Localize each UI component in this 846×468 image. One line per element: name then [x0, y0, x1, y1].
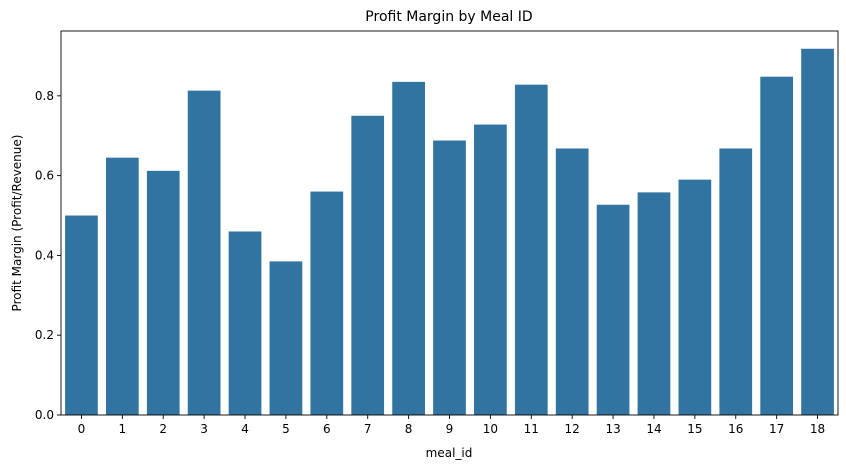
x-tick-label: 9 [446, 422, 454, 436]
x-axis-label: meal_id [426, 446, 473, 460]
chart-title: Profit Margin by Meal ID [365, 9, 532, 25]
bar-13 [596, 204, 630, 415]
bar-5 [269, 261, 303, 415]
y-tick-label: 0.6 [35, 169, 54, 183]
bar-12 [555, 148, 589, 415]
y-axis-label: Profit Margin (Profit/Revenue) [10, 135, 24, 312]
x-tick-label: 16 [728, 422, 743, 436]
x-tick-label: 14 [646, 422, 661, 436]
x-tick-label: 11 [524, 422, 539, 436]
x-axis-ticks: 0 1 2 3 4 5 6 7 8 9 10 11 12 13 14 15 16 17 18 [78, 415, 825, 436]
x-tick-label: 8 [405, 422, 413, 436]
y-tick-label: 0.4 [35, 248, 54, 262]
x-tick-label: 7 [364, 422, 372, 436]
bar-14 [637, 192, 671, 415]
bar-2 [146, 170, 180, 415]
bar-1 [105, 157, 139, 415]
bar-8 [392, 81, 425, 416]
bar-9 [433, 140, 466, 415]
bar-10 [474, 124, 507, 415]
x-tick-label: 15 [687, 422, 702, 436]
bars-group [65, 48, 834, 416]
y-tick-label: 0.0 [35, 408, 54, 422]
bar-16 [719, 148, 753, 415]
bar-6 [310, 191, 344, 415]
bar-17 [760, 76, 794, 416]
y-tick-label: 0.2 [35, 328, 54, 342]
bar-18 [801, 48, 834, 416]
x-tick-label: 5 [282, 422, 290, 436]
y-tick-label: 0.8 [35, 89, 54, 103]
bar-11 [514, 84, 548, 415]
x-tick-label: 10 [483, 422, 498, 436]
x-tick-label: 0 [78, 422, 86, 436]
x-tick-label: 18 [810, 422, 825, 436]
plot-frame [60, 30, 839, 416]
x-tick-label: 1 [119, 422, 127, 436]
x-tick-label: 17 [769, 422, 784, 436]
bar-0 [65, 215, 98, 415]
x-tick-label: 12 [565, 422, 580, 436]
x-tick-label: 2 [159, 422, 167, 436]
bar-7 [351, 115, 385, 415]
x-tick-label: 4 [241, 422, 249, 436]
bar-15 [678, 179, 712, 415]
x-tick-label: 6 [323, 422, 331, 436]
y-axis-ticks: 0.0 0.2 0.4 0.6 0.8 [35, 89, 61, 422]
x-tick-label: 13 [605, 422, 620, 436]
bar-4 [228, 231, 262, 415]
x-tick-label: 3 [200, 422, 208, 436]
bar-3 [187, 90, 221, 415]
